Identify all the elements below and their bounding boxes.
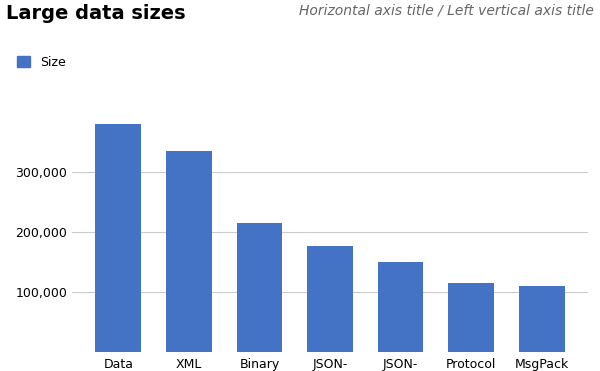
Bar — [236, 223, 283, 352]
Bar — [518, 286, 565, 352]
Bar — [166, 151, 212, 352]
Bar — [377, 262, 424, 352]
Text: Large data sizes: Large data sizes — [6, 4, 185, 23]
Bar — [307, 246, 353, 352]
Bar — [448, 283, 494, 352]
Bar — [95, 124, 142, 352]
Legend: Size: Size — [12, 51, 71, 74]
Text: Horizontal axis title / Left vertical axis title: Horizontal axis title / Left vertical ax… — [299, 4, 594, 18]
